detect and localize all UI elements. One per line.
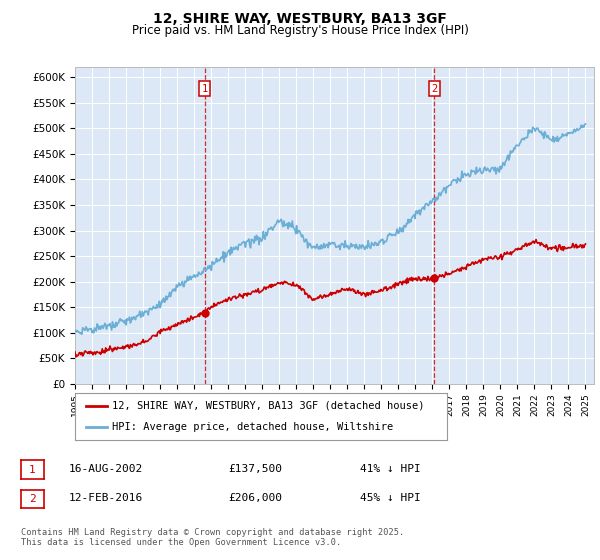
Text: £206,000: £206,000 (228, 493, 282, 503)
Text: 2: 2 (431, 83, 437, 94)
Text: 1: 1 (29, 465, 36, 474)
Text: 12, SHIRE WAY, WESTBURY, BA13 3GF: 12, SHIRE WAY, WESTBURY, BA13 3GF (153, 12, 447, 26)
Text: 12-FEB-2016: 12-FEB-2016 (69, 493, 143, 503)
Text: 1: 1 (202, 83, 208, 94)
Text: 16-AUG-2002: 16-AUG-2002 (69, 464, 143, 474)
Text: 41% ↓ HPI: 41% ↓ HPI (360, 464, 421, 474)
Text: 45% ↓ HPI: 45% ↓ HPI (360, 493, 421, 503)
Text: 12, SHIRE WAY, WESTBURY, BA13 3GF (detached house): 12, SHIRE WAY, WESTBURY, BA13 3GF (detac… (112, 400, 425, 410)
Text: HPI: Average price, detached house, Wiltshire: HPI: Average price, detached house, Wilt… (112, 422, 394, 432)
Text: Price paid vs. HM Land Registry's House Price Index (HPI): Price paid vs. HM Land Registry's House … (131, 24, 469, 36)
Text: 2: 2 (29, 494, 36, 504)
Text: Contains HM Land Registry data © Crown copyright and database right 2025.
This d: Contains HM Land Registry data © Crown c… (21, 528, 404, 547)
Text: £137,500: £137,500 (228, 464, 282, 474)
